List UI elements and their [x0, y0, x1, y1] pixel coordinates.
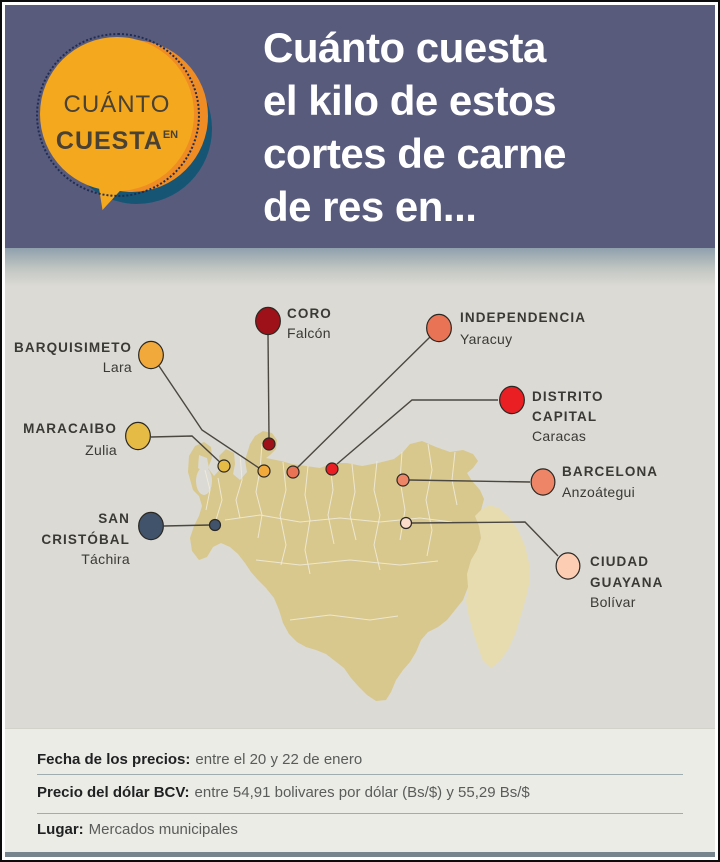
- header-banner: CUÁNTO CUESTAEN Cuánto cuesta el kilo de…: [5, 5, 715, 248]
- footer-value-lugar: Mercados municipales: [88, 821, 238, 838]
- logo-superscript: EN: [162, 129, 179, 141]
- title-line-4: de res en...: [263, 183, 477, 230]
- footer-label-fecha: Fecha de los precios:: [37, 751, 191, 768]
- footer-divider-2: [37, 813, 683, 814]
- footer-row-fecha: Fecha de los precios: entre el 20 y 22 de…: [37, 751, 683, 768]
- footer-row-lugar: Lugar: Mercados municipales: [37, 821, 683, 838]
- cuanto-cuesta-logo: CUÁNTO CUESTAEN: [36, 30, 225, 225]
- title-line-3: cortes de carne: [263, 130, 567, 177]
- footer-divider-1: [37, 774, 683, 775]
- logo-line2: CUESTAEN: [55, 127, 179, 155]
- logo-line1: CUÁNTO: [63, 91, 171, 118]
- footer-row-dolar: Precio del dólar BCV: entre 54,91 bolivar…: [37, 784, 683, 801]
- footer-label-dolar: Precio del dólar BCV:: [37, 784, 190, 801]
- title-line-1: Cuánto cuesta: [263, 24, 546, 71]
- page-title: Cuánto cuesta el kilo de estos cortes de…: [263, 21, 703, 233]
- logo-wordmark: CUÁNTO CUESTAEN: [40, 90, 194, 156]
- footer-label-lugar: Lugar:: [37, 821, 84, 838]
- map-section: [5, 286, 715, 728]
- footer-accent-bar: [5, 852, 715, 857]
- footer-value-dolar: entre 54,91 bolivares por dólar (Bs/$) y…: [194, 784, 530, 801]
- title-line-2: el kilo de estos: [263, 77, 557, 124]
- logo-dotted-ring: [36, 33, 200, 197]
- footer-value-fecha: entre el 20 y 22 de enero: [195, 751, 363, 768]
- header-gradient-band: [5, 248, 715, 286]
- footer-notes: Fecha de los precios: entre el 20 y 22 de…: [5, 728, 715, 853]
